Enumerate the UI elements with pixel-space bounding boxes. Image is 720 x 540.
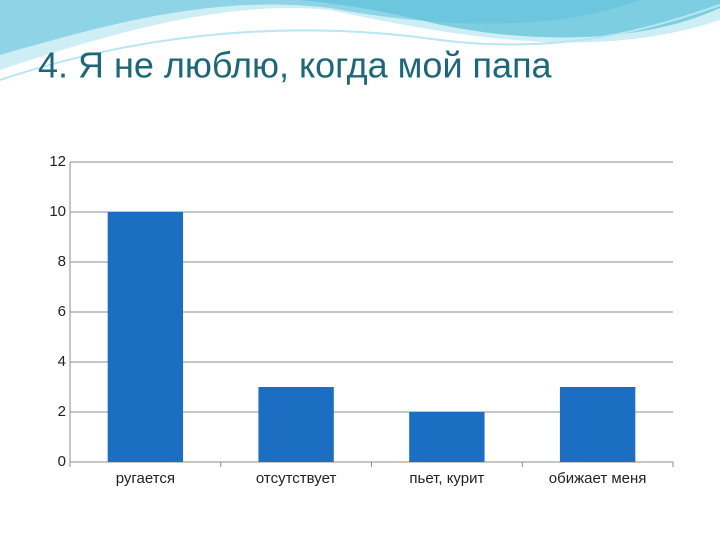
bar xyxy=(258,387,334,462)
decoration xyxy=(0,0,720,81)
y-tick-label: 10 xyxy=(49,203,66,220)
y-tick-label: 0 xyxy=(58,453,66,470)
bar xyxy=(409,412,485,462)
y-tick-label: 4 xyxy=(58,353,66,370)
x-tick-label: отсутствует xyxy=(256,470,337,487)
x-tick-label: обижает меня xyxy=(549,470,647,487)
y-tick-label: 6 xyxy=(58,303,66,320)
bar xyxy=(107,212,184,462)
x-tick-label: ругается xyxy=(116,470,175,487)
chart-title: 4. Я не люблю, когда мой папа xyxy=(38,45,553,86)
y-tick-label: 2 xyxy=(58,403,66,420)
y-tick-label: 12 xyxy=(49,153,66,170)
x-tick-label: пьет, курит xyxy=(409,470,484,487)
y-tick-label: 8 xyxy=(58,253,66,270)
bar xyxy=(559,387,636,462)
